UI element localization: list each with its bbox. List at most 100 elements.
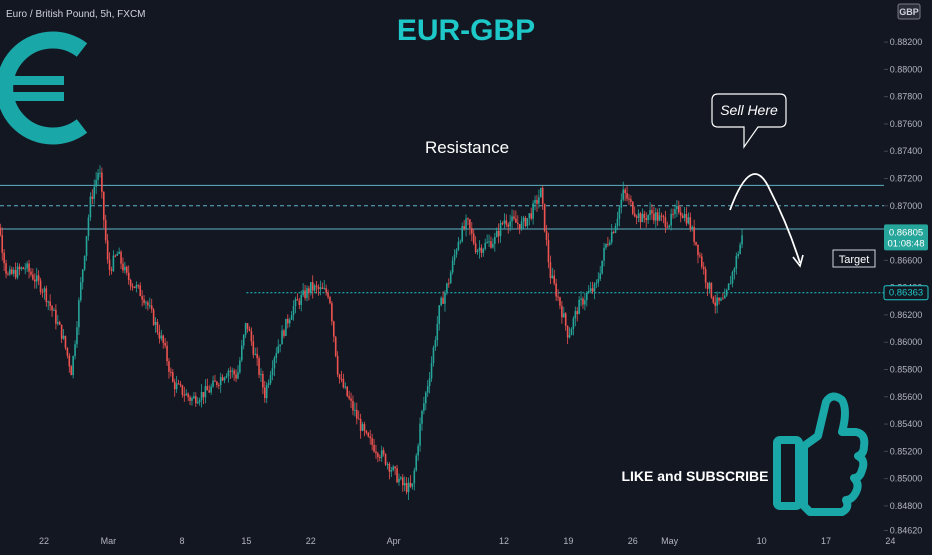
candle [622,181,625,202]
candle [545,224,548,246]
candle-body [356,409,358,419]
candle [139,282,142,297]
candle-body [589,288,592,292]
candle-body [359,418,362,431]
candle-body [557,296,559,298]
candle-body [135,285,138,288]
candle [490,236,492,249]
candle-body [66,347,69,356]
candle [555,278,557,301]
candle-body [106,240,109,260]
candle-body [74,344,76,357]
candle-body [584,300,586,305]
candle-body [455,249,458,255]
candle-body [741,235,743,245]
candle-body [93,186,96,199]
candle [563,306,565,318]
candle [637,209,640,223]
candle-body [294,299,297,307]
price-tick-label: 0.85400 [890,419,923,429]
candle [108,252,111,276]
candle [323,279,326,290]
currency-badge-box [897,3,921,20]
candle [543,203,546,233]
candle [599,266,602,282]
candle-body [505,220,508,225]
candle-body [517,222,519,225]
candle-body [168,361,170,372]
candle-body [1,235,4,253]
projection-arrow [729,173,804,268]
candle [229,366,232,379]
candle [656,208,659,226]
candle [390,466,393,478]
candle-body [637,213,640,218]
candle-body [426,385,429,393]
candle [104,214,107,244]
candle [62,329,65,340]
time-axis[interactable]: 22 Mar 8 15 22 Apr 12 19 26 May 10 17 24 [39,536,895,546]
candle [417,443,419,461]
candle-body [283,330,285,336]
candle [396,464,398,484]
candle-body [348,396,350,399]
candle-body [363,424,366,431]
candle [233,368,235,381]
candle-body [64,335,67,348]
candle-body [214,380,216,382]
candle [68,353,71,373]
candle-body [329,297,331,304]
candle-body [593,283,596,292]
candle-body [34,279,36,282]
candle-body [620,199,623,208]
candle-body [35,275,38,282]
candle [384,453,387,466]
candle [5,259,7,279]
candle [28,259,30,279]
sell-here-label: Sell Here [720,102,778,118]
candle [691,225,694,232]
candle [570,327,573,336]
candle-body [5,263,7,274]
time-tick-label: Mar [101,536,117,546]
candle-body [22,267,25,269]
candle-body [559,297,561,306]
candle [547,232,550,269]
candle [310,282,312,296]
candle [534,195,536,211]
candle-body [695,241,697,245]
currency-badge[interactable]: GBP [897,3,921,20]
candle-body [605,243,607,248]
candle-body [503,220,506,224]
candle [83,255,86,272]
candle-body [342,378,345,388]
candle [536,195,538,212]
candle-body [402,477,404,486]
candle [160,329,163,341]
candle [666,221,669,229]
candle-body [30,271,32,275]
candle-body [321,287,324,289]
candle [505,214,508,228]
candle [0,223,2,237]
candle [662,214,665,224]
candle [74,340,76,360]
candle-body [522,217,525,222]
candle-body [471,227,473,234]
candle-body [499,223,502,237]
candle-body [208,390,211,393]
candle-body [497,230,500,237]
candle [509,214,511,232]
candle [472,229,475,246]
candle-body [528,213,531,219]
candle-body [382,450,385,455]
candle [72,355,74,379]
price-tick-label: 0.86600 [890,255,923,265]
time-tick-label: 26 [628,536,638,546]
candle-body [576,311,579,315]
candle [269,370,272,386]
candle [154,317,157,333]
target-label: Target [839,254,870,266]
